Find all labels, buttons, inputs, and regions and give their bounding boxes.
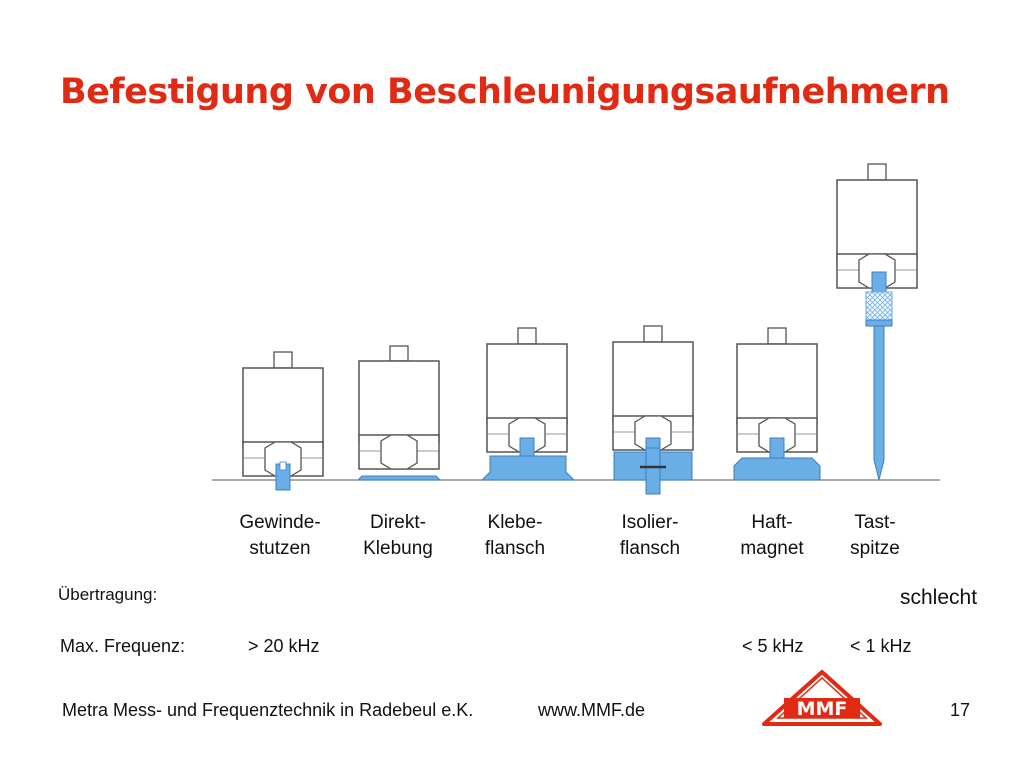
mmf-logo-text: MMF (797, 698, 848, 720)
insulating-flange-sensor (612, 325, 694, 495)
footer-company: Metra Mess- und Frequenztechnik in Radeb… (62, 700, 474, 720)
mount-label-threaded-stud: Gewinde-stutzen (239, 512, 321, 559)
mount-label-magnet: Haft-magnet (740, 512, 804, 559)
adhesive-flange-sensor (480, 327, 576, 481)
mmf-logo-icon: MMF (762, 670, 882, 726)
threaded-stud-sensor (242, 351, 324, 491)
frequency-value-high: > 20 kHz (248, 636, 320, 656)
transmission-good-label: gut (202, 588, 234, 610)
transmission-bad-label: schlecht (900, 586, 978, 609)
mount-label-probe-tip: Tast-spitze (850, 512, 900, 559)
footer-url[interactable]: www.MMF.de (538, 700, 646, 720)
mount-label-direct-adhesive: Direkt- Klebung (363, 512, 433, 559)
mount-label-insulating-flange: Isolier-flansch (619, 512, 681, 559)
slide-title: Befestigung von Beschleunigungsaufnehmer… (60, 72, 950, 112)
frequency-label: Max. Frequenz: (60, 636, 186, 656)
direct-adhesive-sensor (356, 345, 442, 481)
frequency-value-mid: < 5 kHz (742, 636, 804, 656)
mount-label-adhesive-flange: Klebe-flansch (484, 512, 546, 559)
transmission-label: Übertragung: (58, 585, 158, 604)
frequency-value-low: < 1 kHz (850, 636, 912, 656)
magnet-mount-sensor (733, 327, 821, 481)
probe-tip-sensor (836, 163, 918, 481)
page-number: 17 (950, 700, 971, 720)
sensor-mounting-diagram (212, 163, 940, 495)
